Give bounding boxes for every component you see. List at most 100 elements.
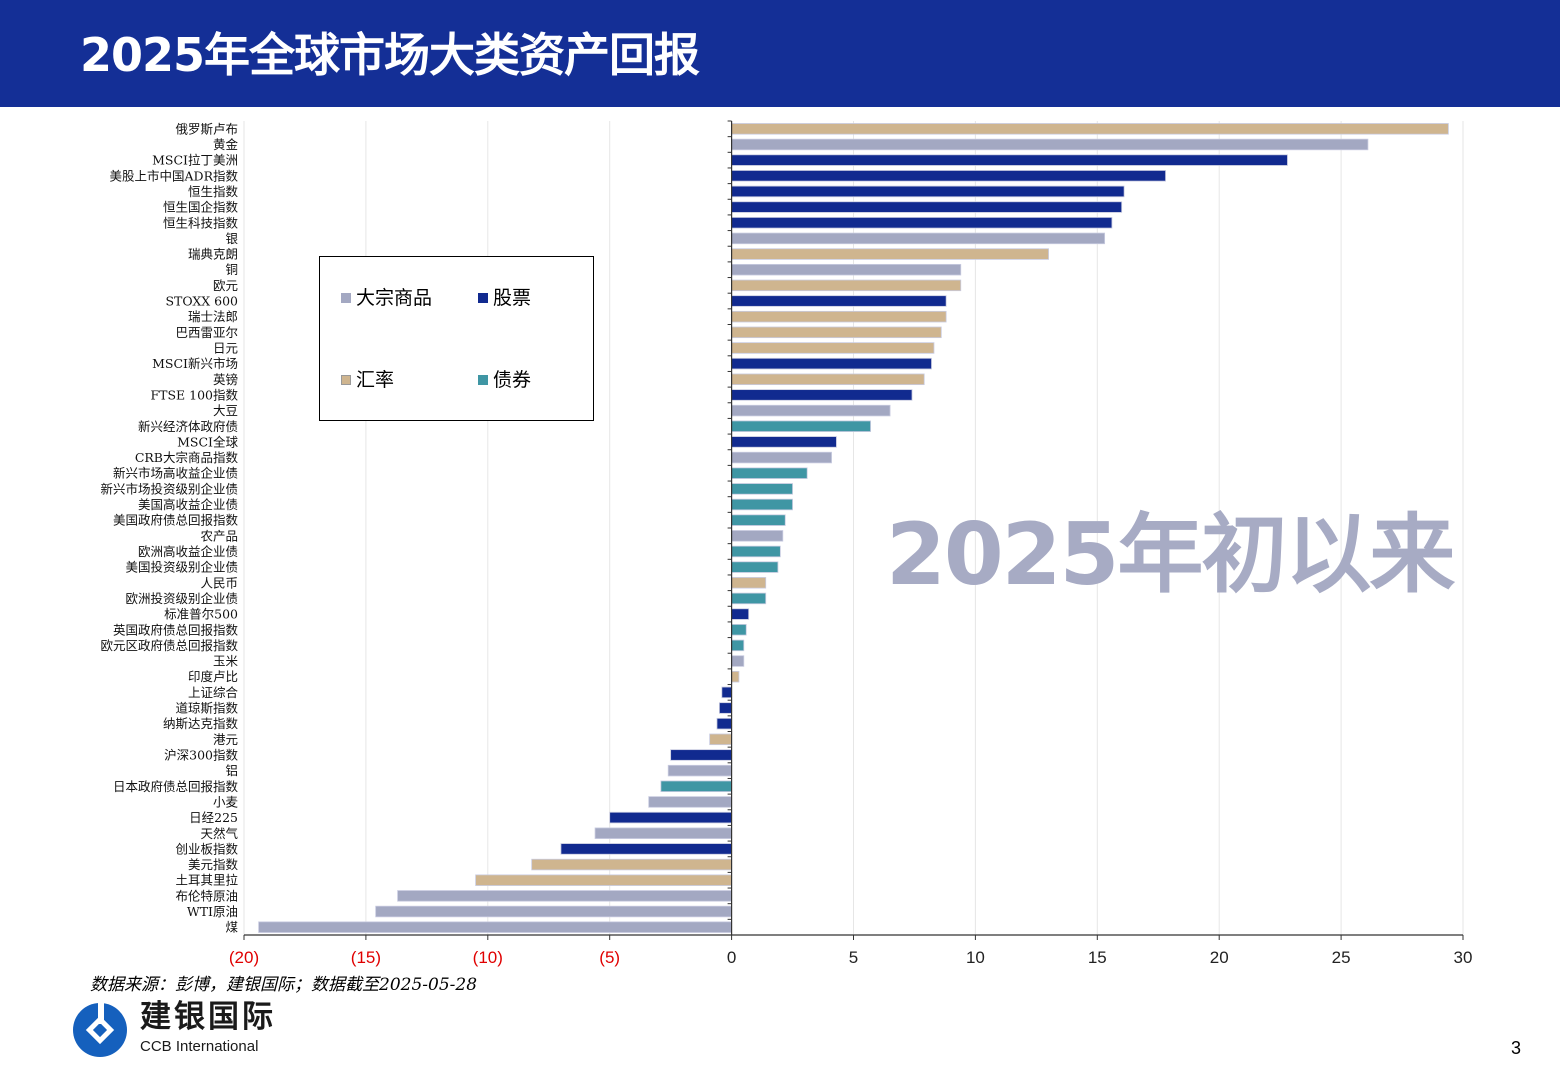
category-label: 港元 xyxy=(213,732,238,747)
bar-commodity xyxy=(258,921,732,933)
company-logo: 建银国际 CCB International xyxy=(72,1000,332,1062)
bar-bond xyxy=(731,514,786,526)
bar-fx xyxy=(731,310,947,323)
x-tick-label: 15 xyxy=(1088,948,1107,967)
category-label: 铜 xyxy=(225,262,238,277)
logo-text-cn: 建银国际 xyxy=(140,999,276,1035)
bar-fx xyxy=(731,326,942,339)
bar-fx xyxy=(731,373,925,386)
x-tick-label: 30 xyxy=(1454,948,1473,967)
category-label: 上证综合 xyxy=(188,685,239,700)
category-label: 欧元 xyxy=(213,278,238,293)
category-label: MSCI全球 xyxy=(177,434,238,449)
axes xyxy=(243,120,1464,940)
category-label: 美国政府债总回报指数 xyxy=(113,513,239,528)
bar-equity xyxy=(731,436,837,448)
period-annotation: 2025年初以来 xyxy=(886,505,1455,605)
bar-commodity xyxy=(648,796,733,808)
bar-commodity xyxy=(731,451,832,464)
legend-label: 债券 xyxy=(493,369,532,391)
bar-fx xyxy=(731,342,935,354)
bar-equity xyxy=(731,201,1123,213)
category-label: 美元指数 xyxy=(188,857,239,872)
x-tick-label: (15) xyxy=(351,948,381,967)
bar-commodity xyxy=(667,764,732,777)
category-label: 欧元区政府债总回报指数 xyxy=(100,638,238,653)
legend-swatch-fx xyxy=(341,375,351,385)
category-label: 恒生国企指数 xyxy=(163,200,239,215)
legend-item-fx: 汇率 xyxy=(341,369,394,391)
category-label: 英国政府债总回报指数 xyxy=(113,622,239,637)
legend-swatch-bond xyxy=(478,375,488,385)
bar-bond xyxy=(731,545,781,558)
bar-equity xyxy=(731,217,1113,229)
bar-commodity xyxy=(397,890,733,902)
bar-equity xyxy=(719,702,732,714)
category-labels: 俄罗斯卢布黄金MSCI拉丁美洲美股上市中国ADR指数恒生指数恒生国企指数恒生科技… xyxy=(100,121,238,934)
bar-fx xyxy=(731,279,962,292)
bar-fx xyxy=(531,858,733,871)
bar-equity xyxy=(609,811,733,824)
bar-fx xyxy=(731,123,1449,135)
category-label: 巴西雷亚尔 xyxy=(175,325,238,340)
category-label: 道琼斯指数 xyxy=(175,701,238,716)
bars xyxy=(258,123,1449,933)
bar-fx xyxy=(475,874,732,886)
bar-fx xyxy=(731,670,740,683)
category-label: 瑞士法郎 xyxy=(188,309,238,324)
legend-swatch-commodity xyxy=(341,293,351,303)
bar-fx xyxy=(731,248,1049,260)
title-bar: 2025年全球市场大类资产回报 xyxy=(0,0,1560,107)
bar-commodity xyxy=(731,404,891,417)
bar-equity xyxy=(731,185,1125,198)
category-label: 美国投资级别企业债 xyxy=(125,560,238,575)
category-label: 银 xyxy=(225,231,238,246)
category-label: FTSE 100指数 xyxy=(150,387,238,402)
x-tick-label: 0 xyxy=(727,948,736,967)
category-label: 恒生科技指数 xyxy=(163,215,239,230)
category-label: STOXX 600 xyxy=(165,294,238,309)
category-label: 印度卢比 xyxy=(188,669,238,684)
category-label: CRB大宗商品指数 xyxy=(135,450,239,465)
bar-fx xyxy=(731,577,767,589)
ccb-logo-icon xyxy=(73,1000,127,1057)
bar-commodity xyxy=(731,263,962,276)
page-title: 2025年全球市场大类资产回报 xyxy=(80,28,700,82)
category-label: 铝 xyxy=(225,763,238,778)
category-label: 日本政府债总回报指数 xyxy=(113,779,239,794)
x-tick-label: 25 xyxy=(1332,948,1351,967)
legend-label: 汇率 xyxy=(356,369,395,391)
data-source-note: 数据来源：彭博，建银国际；数据截至2025-05-28 xyxy=(90,975,478,995)
bar-bond xyxy=(731,639,745,652)
category-label: 新兴市场投资级别企业债 xyxy=(100,481,238,496)
bar-equity xyxy=(731,170,1166,182)
bar-equity xyxy=(731,154,1288,166)
tick-labels: (20) (15) (10) (5) 0 5 10 15 20 25 30 xyxy=(229,948,1473,967)
category-label: 小麦 xyxy=(213,794,239,809)
category-label: 农产品 xyxy=(200,528,238,543)
bar-fx xyxy=(709,733,733,746)
bar-commodity xyxy=(731,232,1106,245)
logo-text-en: CCB International xyxy=(140,1038,259,1055)
category-label: 标准普尔500 xyxy=(164,607,238,622)
bar-bond xyxy=(731,592,767,605)
category-label: 大豆 xyxy=(213,403,238,418)
page-number: 3 xyxy=(1511,1038,1522,1058)
category-label: 英镑 xyxy=(213,372,238,387)
bar-equity xyxy=(731,295,947,307)
category-label: 创业板指数 xyxy=(175,841,238,856)
category-label: 土耳其里拉 xyxy=(175,873,238,888)
category-label: 欧洲投资级别企业债 xyxy=(125,591,238,606)
bar-equity xyxy=(731,608,750,620)
category-label: 新兴经济体政府债 xyxy=(138,419,238,434)
category-label: 瑞典克朗 xyxy=(188,247,238,262)
category-label: 煤 xyxy=(225,920,238,935)
bar-bond xyxy=(660,780,733,793)
bar-equity xyxy=(716,717,732,730)
category-label: 布伦特原油 xyxy=(175,888,238,903)
bar-commodity xyxy=(375,905,733,918)
category-label: WTI原油 xyxy=(187,904,238,919)
category-label: 美国高收益企业债 xyxy=(138,497,238,512)
category-label: 纳斯达克指数 xyxy=(163,716,239,731)
